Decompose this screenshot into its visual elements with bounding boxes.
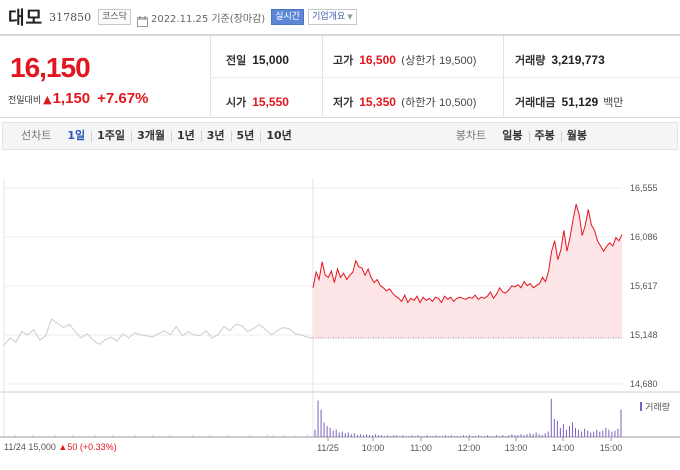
volume: 거래량 3,219,773 (515, 53, 605, 67)
chevron-down-icon: ▼ (347, 13, 353, 21)
company-overview-dropdown[interactable]: 기업개요 ▼ (308, 9, 357, 25)
tab-monthly[interactable]: 월봉 (560, 129, 593, 143)
y-tick-label: 16,086 (630, 232, 658, 242)
volume-legend: 거래량 (640, 400, 670, 413)
calendar-icon (136, 12, 148, 27)
change-value: 1,150 (52, 90, 91, 107)
tab-weekly[interactable]: 주봉 (528, 129, 561, 143)
stock-code: 317850 (49, 10, 92, 24)
price-change: 전일대비 ▲ 1,150 +7.67% (8, 90, 148, 107)
price-chart-svg: 16,555 16,086 15,617 15,148 14,680 11/25 10:00… (0, 178, 680, 453)
x-tick-label: 15:00 (600, 443, 623, 453)
y-tick-label: 14,680 (630, 379, 658, 389)
market-badge: 코스닥 (98, 9, 131, 25)
x-tick-label: 11/25 (317, 443, 339, 453)
open-price: 시가 15,550 (226, 95, 289, 109)
reference-date-price: 11/24 15,000 (4, 442, 56, 452)
tab-10y[interactable]: 10년 (260, 129, 297, 143)
company-overview-label: 기업개요 (312, 12, 346, 22)
tab-1d[interactable]: 1일 (67, 129, 86, 142)
tab-1y[interactable]: 1년 (170, 129, 201, 143)
stock-header: 대모 317850 코스닥 2022.11.25 기준(장마감) 실시간 기업개… (0, 0, 680, 34)
y-tick-label: 15,617 (630, 281, 658, 291)
change-percent: +7.67% (97, 90, 149, 107)
current-price: 16,150 (10, 52, 91, 83)
x-tick-label: 12:00 (458, 443, 481, 453)
realtime-button[interactable]: 실시간 (271, 9, 305, 25)
up-triangle-icon: ▲ (43, 93, 52, 106)
tab-1w[interactable]: 1주일 (91, 129, 131, 143)
reference-info: 11/24 15,000 ▲50 (+0.33%) (4, 442, 117, 452)
price-chart[interactable]: 16,555 16,086 15,617 15,148 14,680 11/25 10:00… (0, 152, 680, 470)
line-chart-label: 선차트 (21, 129, 52, 142)
x-tick-label: 14:00 (552, 443, 575, 453)
tab-5y[interactable]: 5년 (230, 129, 261, 143)
x-tick-label: 10:00 (362, 443, 385, 453)
trade-amount: 거래대금 51,129 백만 (515, 95, 624, 109)
tab-3y[interactable]: 3년 (200, 129, 231, 143)
volume-legend-swatch (640, 402, 643, 411)
reference-change-pct: (+0.33%) (79, 442, 117, 452)
high-price: 고가 16,500 (상한가 19,500) (333, 53, 477, 67)
quote-panel: 16,150 전일대비 ▲ 1,150 +7.67% 전일 15,000 고가 … (0, 34, 680, 118)
low-price: 저가 15,350 (하한가 10,500) (333, 95, 477, 109)
reference-change: 50 (67, 442, 78, 452)
change-label: 전일대비 (8, 96, 42, 106)
tab-daily[interactable]: 일봉 (502, 129, 523, 142)
candle-chart-label: 봉차트 (455, 129, 487, 142)
date-text: 2022.11.25 기준(장마감) (150, 13, 266, 25)
today-area-fill (313, 204, 622, 339)
today-price-line (312, 204, 623, 304)
prev-close: 전일 15,000 (226, 53, 289, 67)
chart-period-tabs: 선차트 1일 1주일 3개월 1년 3년 5년 10년 봉차트 일봉 주봉 월봉 (2, 122, 678, 150)
x-tick-label: 13:00 (505, 443, 528, 453)
previous-day-line (3, 318, 314, 346)
divider (210, 77, 680, 78)
stock-name: 대모 (8, 8, 44, 29)
y-tick-label: 16,555 (630, 183, 658, 193)
tab-3m[interactable]: 3개월 (131, 129, 171, 143)
y-tick-label: 15,148 (630, 330, 658, 340)
x-tick-label: 11:00 (410, 443, 432, 453)
up-triangle-icon: ▲ (58, 442, 68, 452)
